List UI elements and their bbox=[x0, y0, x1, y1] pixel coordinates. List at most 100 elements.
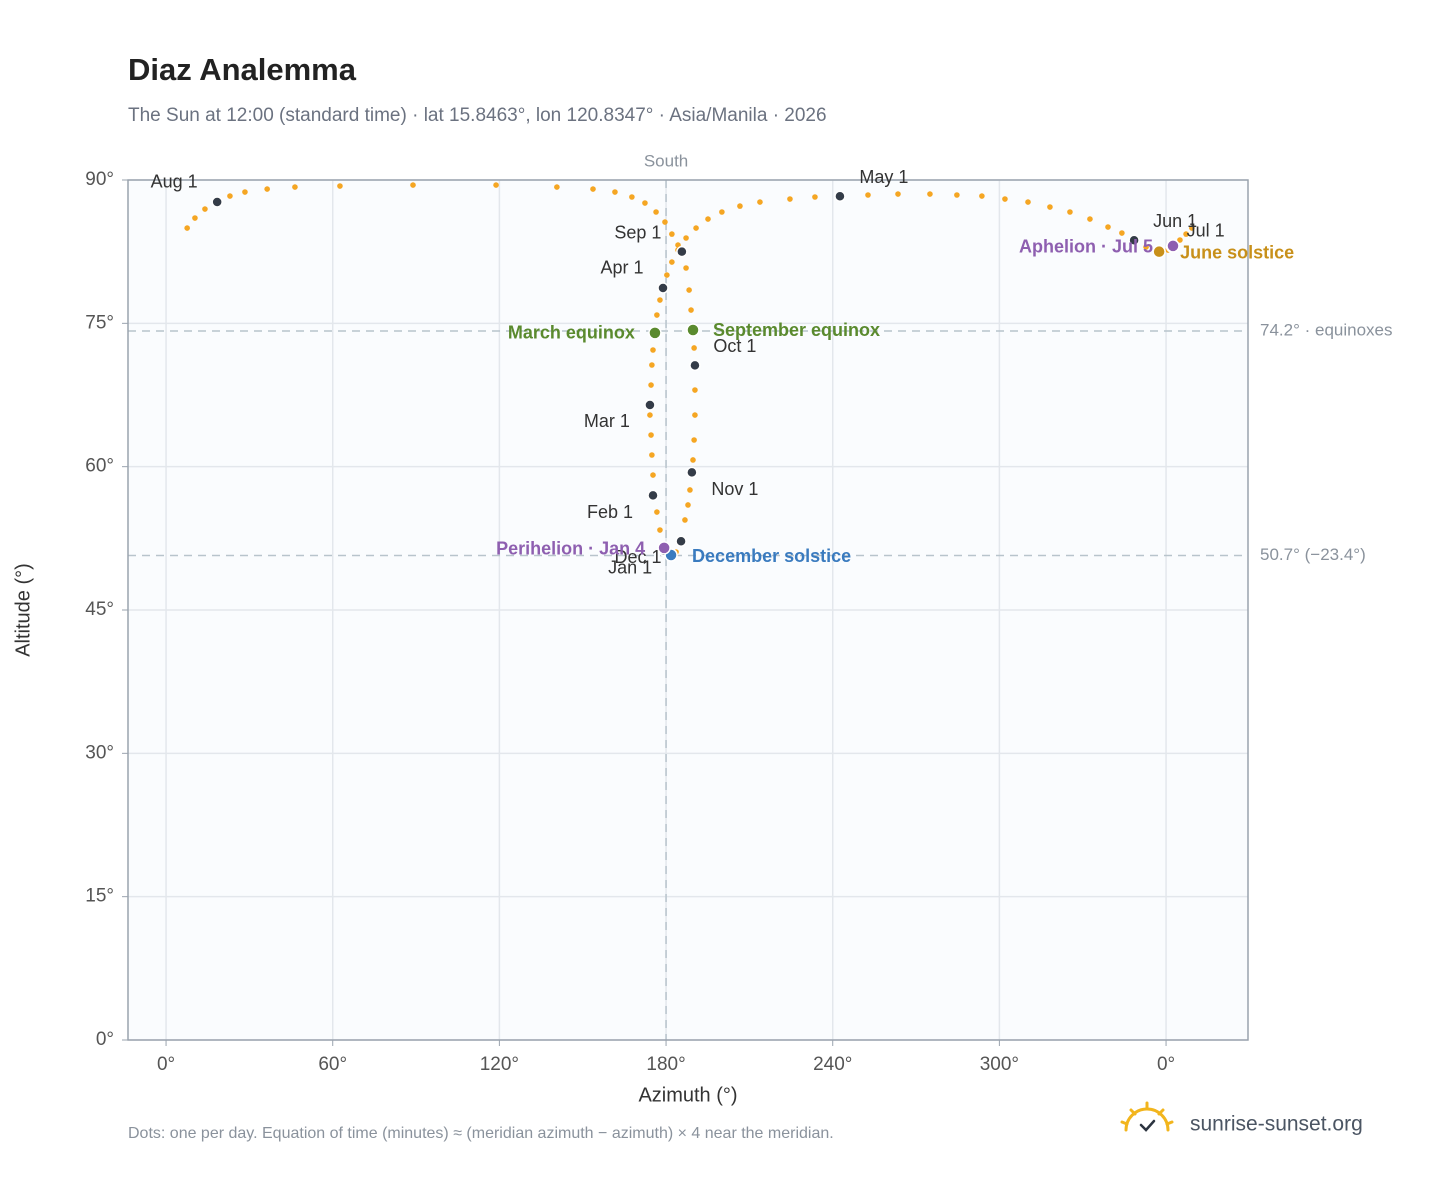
sun-dot bbox=[690, 457, 696, 463]
sun-dot bbox=[642, 200, 648, 206]
sun-dot bbox=[654, 312, 660, 318]
sun-dot bbox=[657, 297, 663, 303]
sun-dot bbox=[865, 192, 871, 198]
x-tick-label: 0° bbox=[1157, 1054, 1175, 1075]
brand-logo bbox=[1120, 1101, 1174, 1132]
event-marker bbox=[686, 323, 700, 337]
month-label: Jun 1 bbox=[1153, 211, 1197, 231]
reference-label: 50.7° (−23.4°) bbox=[1260, 545, 1366, 564]
month-marker bbox=[686, 466, 698, 479]
sun-dot bbox=[202, 206, 208, 212]
sun-dot bbox=[184, 225, 190, 231]
month-marker bbox=[834, 190, 846, 202]
sun-dot bbox=[954, 192, 960, 198]
sun-dot bbox=[719, 209, 725, 215]
sun-dot bbox=[1047, 204, 1053, 210]
event-label: December solstice bbox=[692, 546, 851, 566]
reference-label: 74.2° · equinoxes bbox=[1260, 320, 1393, 339]
x-tick-label: 0° bbox=[157, 1054, 175, 1075]
x-tick-label: 240° bbox=[813, 1054, 852, 1075]
month-marker bbox=[1128, 234, 1140, 246]
sun-dot bbox=[685, 502, 691, 508]
sun-dot bbox=[227, 193, 233, 199]
sun-dot bbox=[675, 242, 681, 248]
y-tick-label: 0° bbox=[96, 1029, 114, 1050]
month-label: Mar 1 bbox=[584, 411, 630, 431]
y-tick-label: 15° bbox=[85, 886, 114, 907]
sun-dot bbox=[927, 191, 933, 197]
sun-dot bbox=[669, 231, 675, 237]
sun-dot bbox=[264, 186, 270, 192]
sun-dot bbox=[662, 219, 668, 225]
sun-dot bbox=[1025, 199, 1031, 205]
month-marker bbox=[657, 282, 669, 294]
y-tick-label: 60° bbox=[85, 456, 114, 477]
sun-dot bbox=[590, 186, 596, 192]
month-marker bbox=[689, 359, 701, 372]
y-tick-label: 75° bbox=[85, 312, 114, 333]
sun-dot bbox=[657, 527, 663, 533]
sun-dot bbox=[693, 225, 699, 231]
sun-dot bbox=[691, 345, 697, 351]
month-marker bbox=[211, 196, 223, 208]
sun-dot bbox=[1119, 230, 1125, 236]
event-marker bbox=[657, 541, 671, 555]
sun-dot bbox=[683, 235, 689, 241]
month-label: Aug 1 bbox=[151, 172, 198, 192]
month-marker bbox=[644, 399, 656, 411]
sun-dot bbox=[1143, 244, 1149, 250]
chart-title: Diaz Analemma bbox=[128, 52, 357, 87]
sun-dot bbox=[649, 362, 655, 368]
sun-dot bbox=[688, 307, 694, 313]
sun-dot bbox=[192, 215, 198, 221]
x-tick-label: 300° bbox=[980, 1054, 1019, 1075]
month-label: Nov 1 bbox=[711, 479, 758, 499]
month-marker bbox=[676, 245, 688, 258]
sun-dot bbox=[612, 189, 618, 195]
sun-dot bbox=[686, 287, 692, 293]
sun-dot bbox=[1105, 224, 1111, 230]
brand: sunrise-sunset.org bbox=[1190, 1113, 1363, 1136]
sun-dot bbox=[692, 412, 698, 418]
month-label: Oct 1 bbox=[713, 336, 756, 356]
sun-dot bbox=[554, 184, 560, 190]
sun-dot bbox=[757, 199, 763, 205]
event-label: March equinox bbox=[508, 323, 635, 343]
x-tick-label: 120° bbox=[480, 1054, 519, 1075]
sun-dot bbox=[1183, 231, 1189, 237]
y-tick-label: 90° bbox=[85, 169, 114, 190]
sun-dot bbox=[648, 432, 654, 438]
sun-dot bbox=[1177, 237, 1183, 243]
sun-dot bbox=[647, 412, 653, 418]
sun-dot bbox=[629, 194, 635, 200]
month-label: Jan 1 bbox=[608, 558, 652, 578]
chart-subtitle: The Sun at 12:00 (standard time) · lat 1… bbox=[128, 105, 827, 126]
sun-dot bbox=[1002, 196, 1008, 202]
month-label: Feb 1 bbox=[587, 502, 633, 522]
y-axis-label: Altitude (°) bbox=[12, 563, 34, 657]
sun-dot bbox=[705, 216, 711, 222]
sun-dot bbox=[687, 487, 693, 493]
x-tick-label: 180° bbox=[646, 1054, 685, 1075]
sun-dot bbox=[337, 183, 343, 189]
sun-dot bbox=[812, 194, 818, 200]
sun-dot bbox=[242, 189, 248, 195]
sun-dot bbox=[1087, 216, 1093, 222]
month-label: Dec 1 bbox=[615, 547, 662, 567]
event-label: Aphelion · Jul 5 bbox=[1019, 237, 1153, 257]
y-tick-label: 45° bbox=[85, 599, 114, 620]
sun-dot bbox=[649, 452, 655, 458]
event-marker bbox=[648, 326, 662, 340]
sun-dot bbox=[654, 509, 660, 515]
sun-dot bbox=[682, 517, 688, 523]
sun-dot bbox=[683, 265, 689, 271]
month-label: Jul 1 bbox=[1187, 221, 1225, 241]
x-axis-label: Azimuth (°) bbox=[638, 1084, 737, 1106]
sun-dot bbox=[648, 382, 654, 388]
sun-dot bbox=[692, 387, 698, 393]
footnote: Dots: one per day. Equation of time (min… bbox=[128, 1125, 834, 1142]
event-label: June solstice bbox=[1180, 242, 1294, 262]
month-marker bbox=[675, 535, 687, 547]
month-label: Apr 1 bbox=[600, 258, 643, 278]
sun-dot bbox=[1067, 209, 1073, 215]
